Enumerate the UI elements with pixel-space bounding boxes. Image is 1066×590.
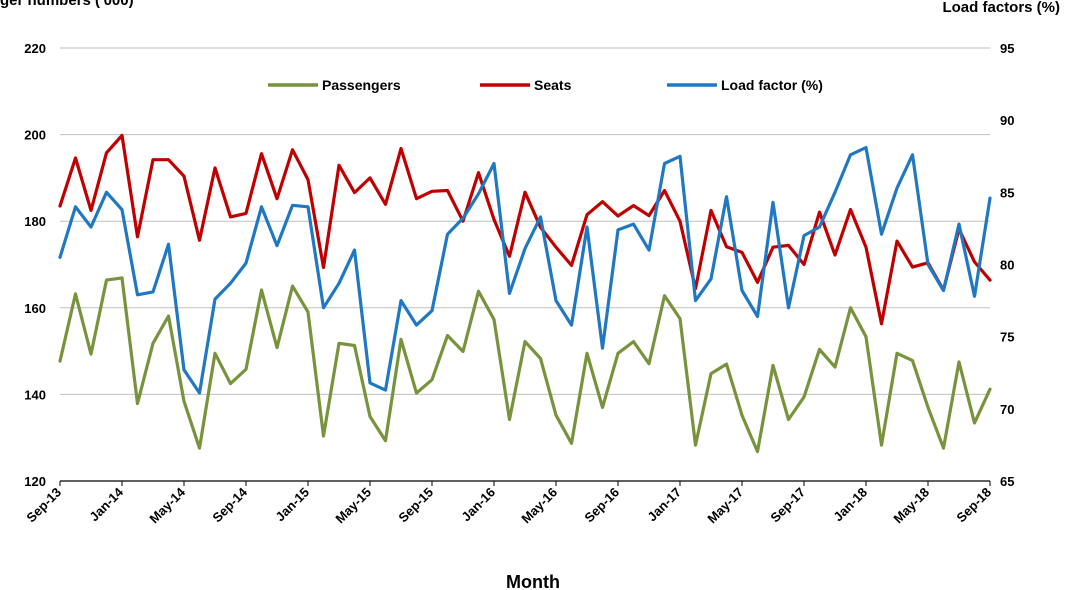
x-tick-label: Sep-13 [23, 485, 64, 526]
x-tick-label: Jan-17 [644, 485, 684, 525]
x-tick-label: Sep-16 [581, 485, 622, 526]
legend-label-load-factor: Load factor (%) [721, 77, 823, 93]
left-y-tick-label: 200 [24, 128, 46, 143]
left-y-tick-label: 160 [24, 301, 46, 316]
x-tick-label: Jan-18 [830, 485, 870, 525]
x-tick-label: May-16 [518, 485, 560, 527]
x-tick-label: May-17 [704, 485, 746, 527]
x-tick-label: Jan-16 [458, 485, 498, 525]
right-y-tick-label: 90 [1000, 113, 1014, 128]
right-axis-title: Load factors (%) [942, 0, 1060, 16]
right-y-tick-label: 95 [1000, 41, 1014, 56]
left-y-tick-label: 120 [24, 474, 46, 489]
x-tick-label: Jan-14 [86, 484, 126, 524]
left-y-tick-label: 180 [24, 214, 46, 229]
left-axis-title: ger numbers ('000) [0, 0, 134, 9]
left-y-tick-label: 140 [24, 387, 46, 402]
right-y-axis: 65 70 75 80 85 90 95 [1000, 41, 1014, 489]
legend-label-seats: Seats [534, 77, 572, 93]
x-tick-label: May-15 [332, 485, 374, 527]
x-tick-label: May-14 [146, 484, 188, 526]
x-tick-label: Sep-14 [209, 484, 250, 525]
x-axis-title: Month [506, 572, 560, 590]
legend-label-passengers: Passengers [322, 77, 401, 93]
seats-line [58, 133, 992, 326]
x-tick-label: Jan-15 [272, 485, 312, 525]
legend: Passengers Seats Load factor (%) [268, 77, 823, 93]
right-y-tick-label: 75 [1000, 330, 1014, 345]
right-y-tick-label: 85 [1000, 185, 1014, 200]
right-y-tick-label: 80 [1000, 258, 1014, 273]
load-factor-line [58, 146, 992, 395]
x-tick-label: Sep-17 [767, 485, 808, 526]
x-tick-label: May-18 [890, 485, 932, 527]
left-y-tick-label: 220 [24, 41, 46, 56]
series-lines [58, 133, 992, 454]
x-tick-label: Sep-18 [953, 485, 994, 526]
x-tick-label: Sep-15 [395, 485, 436, 526]
passengers-line [58, 276, 992, 454]
x-axis: Sep-13 Jan-14 May-14 Sep-14 Jan-15 May-15 Sep-… [23, 480, 994, 527]
left-y-axis: 120 140 160 180 200 220 [24, 41, 46, 489]
right-y-tick-label: 65 [1000, 474, 1014, 489]
right-y-tick-label: 70 [1000, 402, 1014, 417]
